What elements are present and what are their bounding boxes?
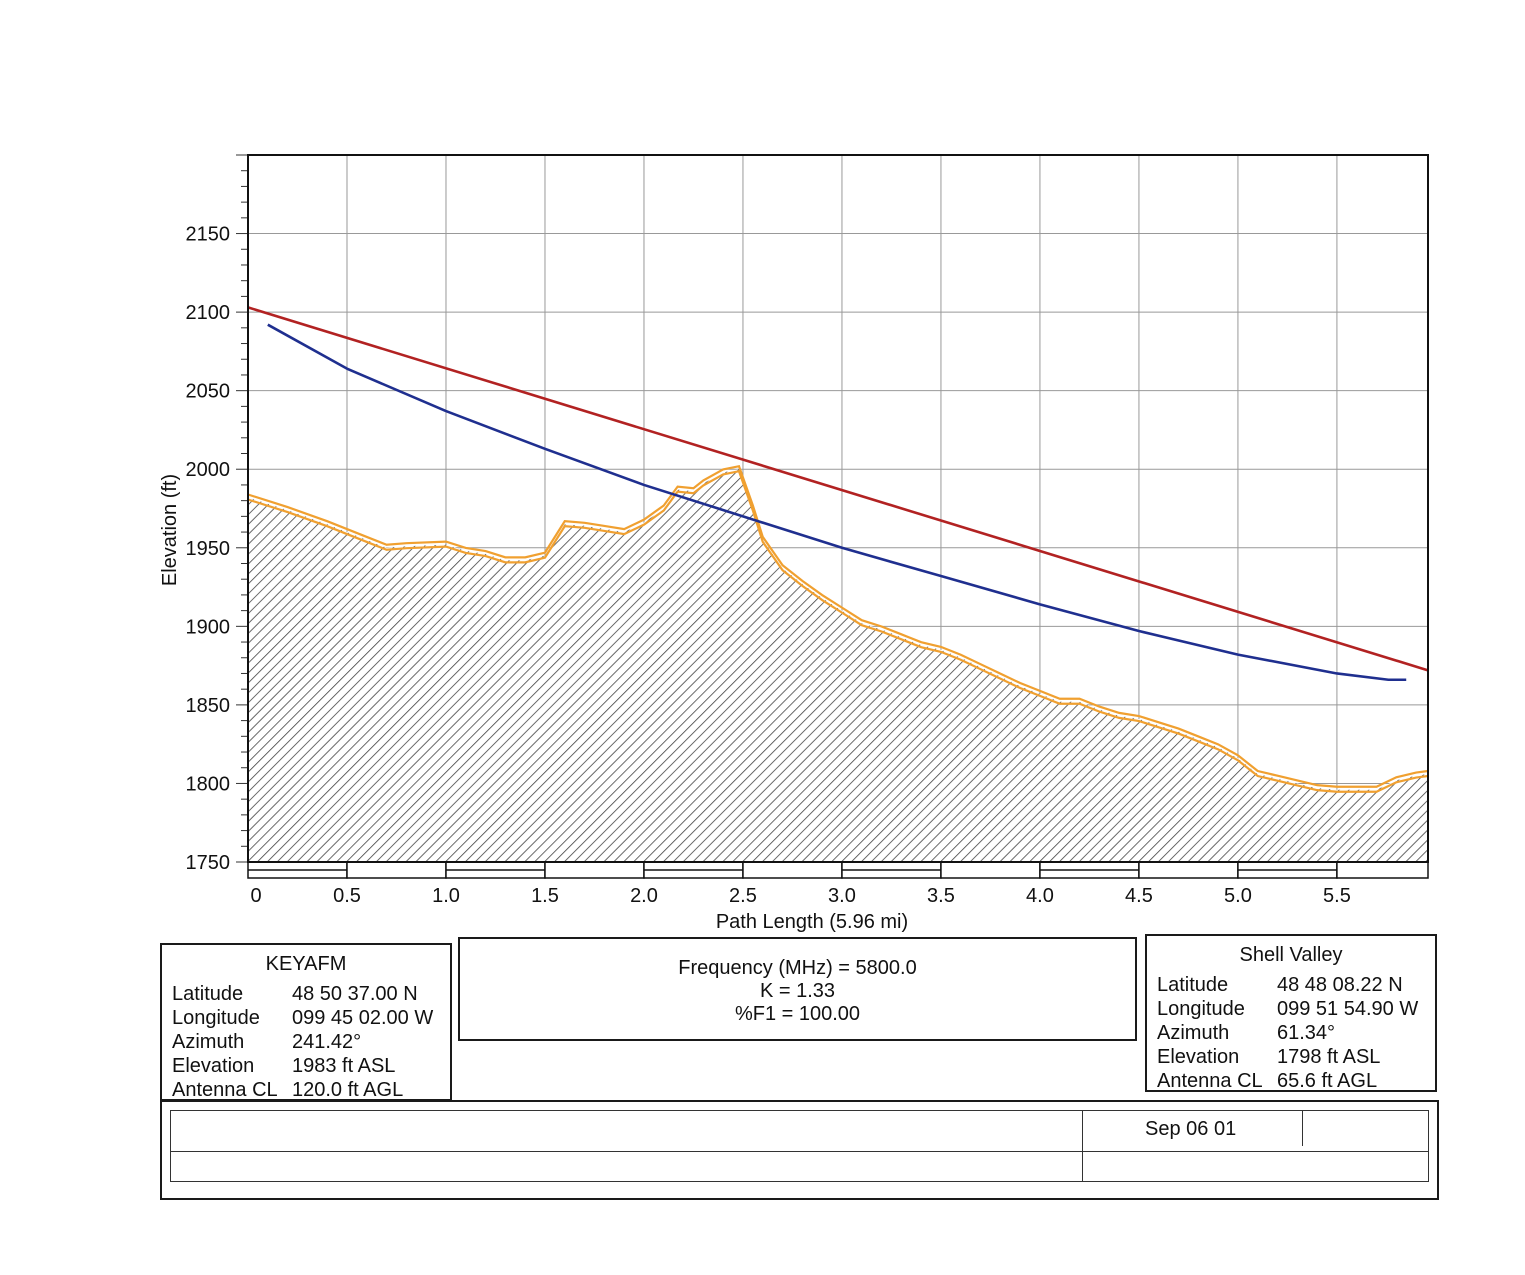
- left-site-name: KEYAFM: [265, 953, 347, 975]
- right_site-label-0: Latitude: [1157, 974, 1229, 996]
- y-tick-label: 2000: [186, 459, 231, 481]
- scale-bar-segment: [544, 861, 645, 879]
- y-tick-label: 2050: [186, 381, 231, 403]
- x-tick-label: 4.5: [1125, 885, 1153, 907]
- terrain-profile-line-lower: [247, 469, 1429, 793]
- left_site-label-0: Latitude: [172, 983, 244, 1005]
- frequency-text: Frequency (MHz) = 5800.0: [678, 957, 917, 979]
- right_site-value-1: 099 51 54.90 W: [1277, 998, 1419, 1020]
- left_site-value-0: 48 50 37.00 N: [292, 983, 418, 1005]
- scale-bar-segment: [940, 861, 1041, 879]
- x-tick-label: 3.5: [927, 885, 955, 907]
- series-layer: [247, 306, 1429, 793]
- x-axis-label: Path Length (5.96 mi): [716, 911, 908, 933]
- link-parameters-panel: Frequency (MHz) = 5800.0 K = 1.33 %F1 = …: [458, 937, 1137, 1041]
- distance-scale-bar: [247, 861, 1429, 879]
- date-text: Sep 06 01: [1145, 1118, 1237, 1140]
- scale-bar-segment: [742, 861, 843, 879]
- line-of-sight: [247, 306, 1429, 672]
- y-axis-tick-labels: 1750 1800 1850 1900 1950 2000 2050 2100 2150: [186, 224, 231, 874]
- y-tick-label: 1800: [186, 773, 231, 795]
- scale-bar-segment: [1336, 861, 1429, 879]
- x-tick-label: 2.5: [729, 885, 757, 907]
- path-profile-chart: 1750 1800 1850 1900 1950 2000 2050 2100 2150 0 0.…: [159, 154, 1429, 933]
- y-tick-label: 1950: [186, 538, 231, 560]
- k-factor-text: K = 1.33: [759, 980, 836, 1002]
- left_site-label-2: Azimuth: [172, 1031, 245, 1053]
- scale-bar-segment: [1138, 861, 1239, 879]
- title-block-col-divider: [1082, 1110, 1083, 1182]
- x-tick-label: 0.5: [333, 885, 361, 907]
- y-tick-label: 2100: [186, 302, 231, 324]
- right_site-label-1: Longitude: [1157, 998, 1245, 1020]
- left_site-label-1: Longitude: [172, 1007, 260, 1029]
- title-block: Sep 06 01: [160, 1100, 1439, 1200]
- right_site-value-4: 65.6 ft AGL: [1277, 1070, 1378, 1092]
- fresnel-percent-text: %F1 = 100.00: [734, 1003, 861, 1025]
- right-site-name: Shell Valley: [1239, 944, 1343, 966]
- left_site-label-4: Antenna CL: [172, 1079, 278, 1101]
- y-minor-ticks: [236, 154, 248, 863]
- x-tick-label: 4.0: [1026, 885, 1054, 907]
- y-axis-label: Elevation (ft): [159, 474, 181, 586]
- left_site-value-1: 099 45 02.00 W: [292, 1007, 434, 1029]
- title-block-inner: [170, 1110, 1429, 1182]
- left-site-panel: KEYAFM Latitude 48 50 37.00 N Longitude 099…: [160, 943, 452, 1101]
- terrain-hatch-area: [248, 469, 1428, 862]
- y-tick-label: 1750: [186, 852, 231, 874]
- right-site-panel: Shell Valley Latitude 48 48 08.22 N Longit…: [1145, 934, 1437, 1092]
- right_site-value-0: 48 48 08.22 N: [1277, 974, 1403, 996]
- x-axis-tick-labels: 0 0.5 1.0 1.5 2.0 2.5 3.0 3.5 4.0 4.5 5.0 5.5: [250, 885, 1350, 907]
- right_site-value-3: 1798 ft ASL: [1277, 1046, 1381, 1068]
- right_site-label-3: Elevation: [1157, 1046, 1240, 1068]
- left_site-label-3: Elevation: [172, 1055, 255, 1077]
- y-tick-label: 1850: [186, 695, 231, 717]
- y-tick-label: 1900: [186, 616, 231, 638]
- x-tick-label: 5.5: [1323, 885, 1351, 907]
- right_site-label-4: Antenna CL: [1157, 1070, 1263, 1092]
- left_site-value-4: 120.0 ft AGL: [292, 1079, 404, 1101]
- y-tick-label: 2150: [186, 224, 231, 246]
- title-block-col-divider-2: [1302, 1110, 1303, 1146]
- right_site-value-2: 61.34°: [1277, 1022, 1336, 1044]
- x-tick-label: 1.5: [531, 885, 559, 907]
- left_site-value-2: 241.42°: [292, 1031, 362, 1053]
- x-tick-label: 0: [250, 885, 261, 907]
- x-tick-label: 2.0: [630, 885, 658, 907]
- right_site-label-2: Azimuth: [1157, 1022, 1230, 1044]
- x-tick-label: 5.0: [1224, 885, 1252, 907]
- terrain-profile-line-upper: [247, 464, 1429, 788]
- scale-bar-segment: [346, 861, 447, 879]
- left_site-value-3: 1983 ft ASL: [292, 1055, 396, 1077]
- fresnel-curve-line: [267, 323, 1407, 682]
- x-tick-label: 1.0: [432, 885, 460, 907]
- title-block-row-divider: [170, 1151, 1429, 1152]
- x-tick-label: 3.0: [828, 885, 856, 907]
- plot-frame: [247, 154, 1429, 863]
